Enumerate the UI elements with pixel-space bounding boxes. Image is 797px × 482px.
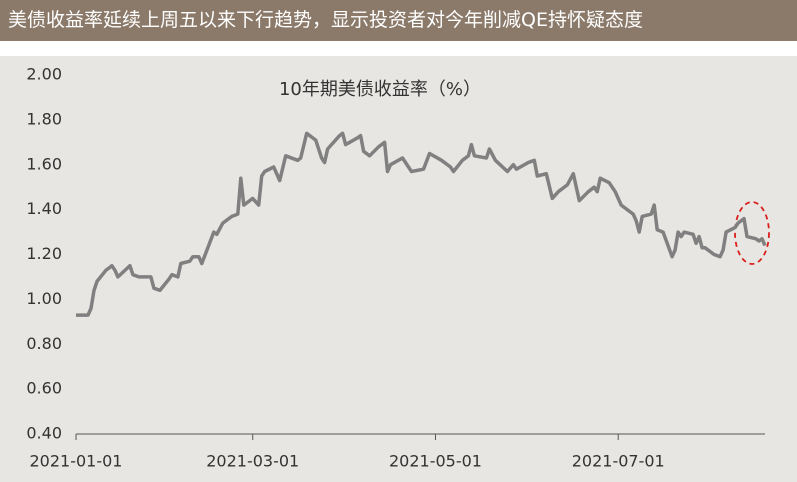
y-tick-label: 1.60 xyxy=(26,154,62,173)
y-tick-label: 0.60 xyxy=(26,379,62,398)
y-tick-label: 1.00 xyxy=(26,289,62,308)
y-tick-label: 2.00 xyxy=(26,65,62,84)
chart-title: 10年期美债收益率（%） xyxy=(279,79,481,100)
header-title: 美债收益率延续上周五以来下行趋势，显示投资者对今年削减QE持怀疑态度 xyxy=(0,0,797,41)
y-tick-label: 0.40 xyxy=(26,424,62,443)
x-tick-label: 2021-07-01 xyxy=(572,452,665,471)
y-tick-label: 1.40 xyxy=(26,199,62,218)
y-tick-label: 1.80 xyxy=(26,109,62,128)
x-tick-label: 2021-03-01 xyxy=(206,452,299,471)
x-tick-label: 2021-05-01 xyxy=(389,452,482,471)
x-tick-label: 2021-01-01 xyxy=(30,452,123,471)
chart-background xyxy=(0,56,797,482)
y-tick-label: 0.80 xyxy=(26,334,62,353)
highlight-ellipse xyxy=(734,201,770,265)
series-line xyxy=(76,131,767,317)
y-tick-label: 1.20 xyxy=(26,244,62,263)
